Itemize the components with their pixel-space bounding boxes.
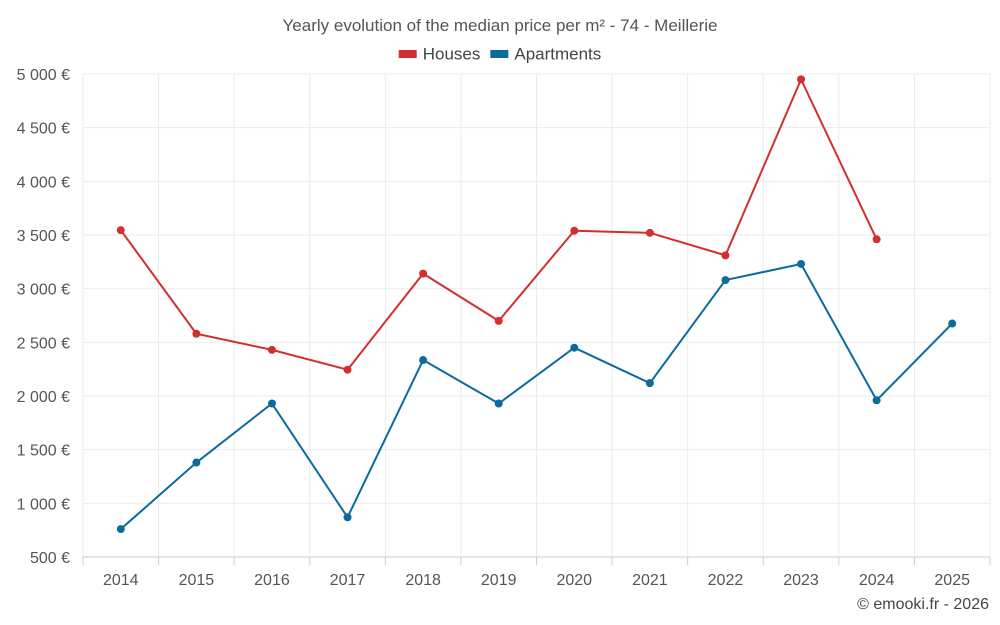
data-point-houses[interactable]	[645, 228, 654, 237]
x-tick-label: 2024	[859, 572, 895, 589]
x-tick-label: 2022	[708, 572, 744, 589]
data-point-apartments[interactable]	[570, 343, 579, 352]
series-houses	[116, 75, 881, 374]
legend-label: Houses	[423, 44, 481, 63]
y-tick-label: 2 000 €	[17, 389, 70, 406]
data-point-houses[interactable]	[116, 226, 125, 235]
x-tick-label: 2018	[405, 572, 441, 589]
data-point-apartments[interactable]	[797, 259, 806, 268]
data-point-houses[interactable]	[192, 329, 201, 338]
y-tick-label: 500 €	[30, 550, 70, 567]
data-point-apartments[interactable]	[419, 356, 428, 365]
data-point-apartments[interactable]	[192, 458, 201, 467]
y-tick-label: 3 500 €	[17, 228, 70, 245]
y-tick-label: 1 500 €	[17, 443, 70, 460]
data-point-apartments[interactable]	[494, 399, 503, 408]
series-layer	[116, 75, 957, 534]
data-point-apartments[interactable]	[721, 276, 730, 285]
data-point-apartments[interactable]	[872, 396, 881, 405]
data-point-houses[interactable]	[570, 226, 579, 235]
x-axis-ticks: 2014 2015 2016 2017 2018 2019 2020 2021 2022 2023…	[103, 572, 970, 589]
data-point-apartments[interactable]	[343, 513, 352, 522]
data-point-houses[interactable]	[267, 345, 276, 354]
series-apartments	[116, 259, 957, 534]
data-point-apartments[interactable]	[267, 399, 276, 408]
y-tick-label: 1 000 €	[17, 496, 70, 513]
data-point-houses[interactable]	[343, 365, 352, 374]
y-tick-label: 3 000 €	[17, 282, 70, 299]
data-point-houses[interactable]	[419, 269, 428, 278]
chart-title: Yearly evolution of the median price per…	[283, 16, 718, 35]
y-tick-label: 4 000 €	[17, 174, 70, 191]
credit-text: © emooki.fr - 2026	[857, 596, 989, 613]
x-tick-label: 2025	[934, 572, 970, 589]
y-tick-label: 4 500 €	[17, 121, 70, 138]
legend: Houses Apartments	[398, 44, 601, 63]
legend-item-apartments[interactable]: Apartments	[490, 44, 601, 63]
x-tick-label: 2014	[103, 572, 139, 589]
series-line-apartments	[120, 262, 953, 530]
data-point-apartments[interactable]	[645, 379, 654, 388]
legend-item-houses[interactable]: Houses	[398, 44, 481, 63]
data-point-houses[interactable]	[872, 235, 881, 244]
y-tick-label: 2 500 €	[17, 335, 70, 352]
x-tick-label: 2020	[556, 572, 592, 589]
y-axis-ticks: 500 € 1 000 € 1 500 € 2 000 € 2 500 € 3 000 €…	[17, 67, 70, 567]
data-point-houses[interactable]	[494, 316, 503, 325]
x-tick-label: 2015	[179, 572, 215, 589]
legend-swatch	[398, 50, 417, 58]
data-point-apartments[interactable]	[116, 525, 125, 534]
data-point-houses[interactable]	[721, 251, 730, 260]
x-tick-label: 2021	[632, 572, 668, 589]
x-tick-label: 2019	[481, 572, 517, 589]
grid	[82, 73, 991, 565]
x-tick-label: 2023	[783, 572, 819, 589]
x-tick-label: 2017	[330, 572, 366, 589]
data-point-apartments[interactable]	[948, 319, 957, 328]
y-tick-label: 5 000 €	[17, 67, 70, 84]
legend-label: Apartments	[514, 44, 601, 63]
legend-swatch	[490, 50, 509, 58]
data-point-houses[interactable]	[797, 75, 806, 84]
x-tick-label: 2016	[254, 572, 290, 589]
